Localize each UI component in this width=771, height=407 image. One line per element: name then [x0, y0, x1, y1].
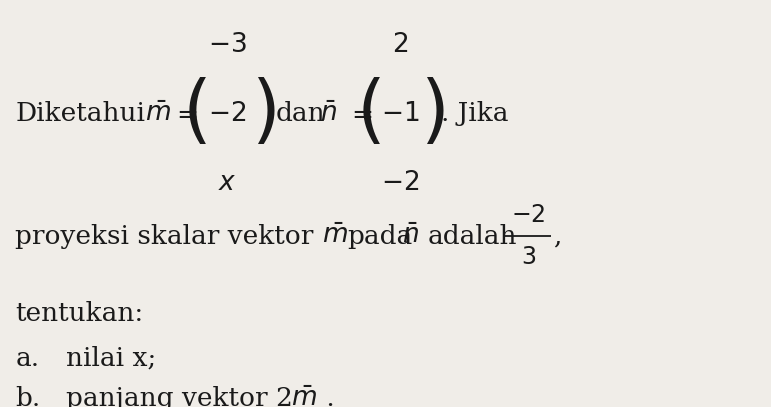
- Text: nilai x;: nilai x;: [66, 346, 156, 371]
- Text: proyeksi skalar vektor: proyeksi skalar vektor: [15, 223, 314, 249]
- Text: $)$: $)$: [419, 77, 444, 151]
- Text: $\bar{n}$: $\bar{n}$: [320, 101, 337, 127]
- Text: $-2$: $-2$: [511, 203, 545, 227]
- Text: tentukan:: tentukan:: [15, 301, 143, 326]
- Text: $2$: $2$: [392, 32, 408, 58]
- Text: pada: pada: [347, 223, 412, 249]
- Text: $\bar{m}$: $\bar{m}$: [291, 386, 317, 407]
- Text: panjang vektor 2: panjang vektor 2: [66, 386, 292, 407]
- Text: $\bar{m}$: $\bar{m}$: [145, 101, 171, 127]
- Text: ,: ,: [554, 223, 562, 249]
- Text: $-2$: $-2$: [381, 170, 419, 196]
- Text: $($: $($: [182, 77, 207, 151]
- Text: a.: a.: [15, 346, 39, 371]
- Text: $=$: $=$: [171, 101, 197, 127]
- Text: $-2$: $-2$: [208, 101, 247, 127]
- Text: $\bar{n}$: $\bar{n}$: [402, 223, 419, 249]
- Text: $\bar{m}$: $\bar{m}$: [322, 223, 348, 249]
- Text: $x$: $x$: [218, 170, 237, 196]
- Text: .: .: [318, 386, 335, 407]
- Text: $=$: $=$: [346, 101, 372, 127]
- Text: $)$: $)$: [251, 77, 276, 151]
- Text: Diketahui: Diketahui: [15, 101, 146, 127]
- Text: b.: b.: [15, 386, 41, 407]
- Text: $3$: $3$: [520, 245, 536, 269]
- Text: adalah: adalah: [427, 223, 517, 249]
- Text: $-3$: $-3$: [208, 32, 247, 58]
- Text: $($: $($: [356, 77, 381, 151]
- Text: . Jika: . Jika: [441, 101, 509, 127]
- Text: $-1$: $-1$: [381, 101, 419, 127]
- Text: dan: dan: [276, 101, 325, 127]
